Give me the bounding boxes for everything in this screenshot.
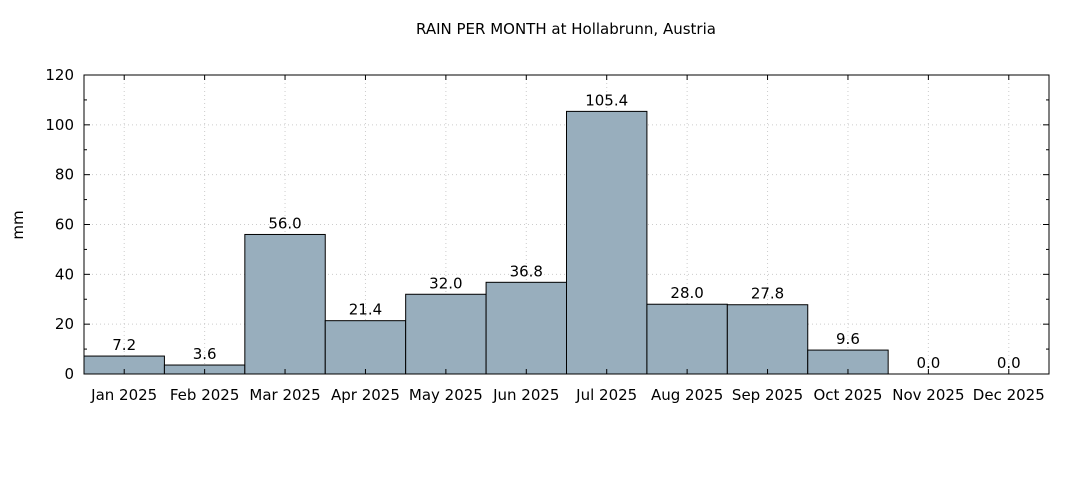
x-tick-label: Jan 2025 <box>90 386 157 404</box>
data-label: 9.6 <box>836 330 860 348</box>
x-tick-label: Feb 2025 <box>170 386 240 404</box>
y-tick-label: 0 <box>64 365 74 383</box>
y-axis-label: mm <box>9 210 27 239</box>
x-tick-label: Apr 2025 <box>331 386 400 404</box>
bars <box>83 110 889 375</box>
chart-title: RAIN PER MONTH at Hollabrunn, Austria <box>416 20 716 38</box>
data-label: 36.8 <box>510 262 543 280</box>
bar-aug-2025 <box>646 303 728 375</box>
data-labels: 7.2 3.6 56.0 21.4 32.0 36.8 105.4 28.0 27.8 9.6 0.… <box>112 91 1020 372</box>
bar-sep-2025 <box>726 304 809 375</box>
data-label: 0.0 <box>997 354 1021 372</box>
bar-apr-2025 <box>324 320 407 375</box>
x-tick-label: Dec 2025 <box>973 386 1045 404</box>
data-label: 0.0 <box>916 354 940 372</box>
x-tick-label: Mar 2025 <box>249 386 320 404</box>
x-tick-label: Jul 2025 <box>575 386 637 404</box>
data-label: 27.8 <box>751 285 784 303</box>
x-tick-label: Aug 2025 <box>651 386 723 404</box>
x-tick-label: Nov 2025 <box>892 386 964 404</box>
data-label: 105.4 <box>585 91 628 109</box>
y-tick-label: 40 <box>55 265 74 283</box>
data-label: 21.4 <box>349 301 382 319</box>
bar-mar-2025 <box>244 233 326 375</box>
y-tick-label: 100 <box>45 116 74 134</box>
bar-may-2025 <box>405 293 487 375</box>
data-label: 28.0 <box>670 284 703 302</box>
x-tick-label: Sep 2025 <box>732 386 803 404</box>
y-tick-label: 60 <box>55 216 74 234</box>
bar-jul-2025 <box>566 110 648 375</box>
data-label: 7.2 <box>112 336 136 354</box>
data-label: 3.6 <box>193 345 217 363</box>
axes: Jan 2025 Feb 2025 Mar 2025 Apr 2025 May 2025… <box>45 66 1050 404</box>
y-tick-label: 20 <box>55 315 74 333</box>
data-label: 32.0 <box>429 274 462 292</box>
bar-jun-2025 <box>485 281 568 375</box>
y-tick-label: 80 <box>55 166 74 184</box>
data-label: 56.0 <box>268 214 301 232</box>
x-tick-label: May 2025 <box>409 386 483 404</box>
x-tick-label: Oct 2025 <box>814 386 883 404</box>
x-tick-label: Jun 2025 <box>492 386 559 404</box>
y-tick-label: 120 <box>45 66 74 84</box>
